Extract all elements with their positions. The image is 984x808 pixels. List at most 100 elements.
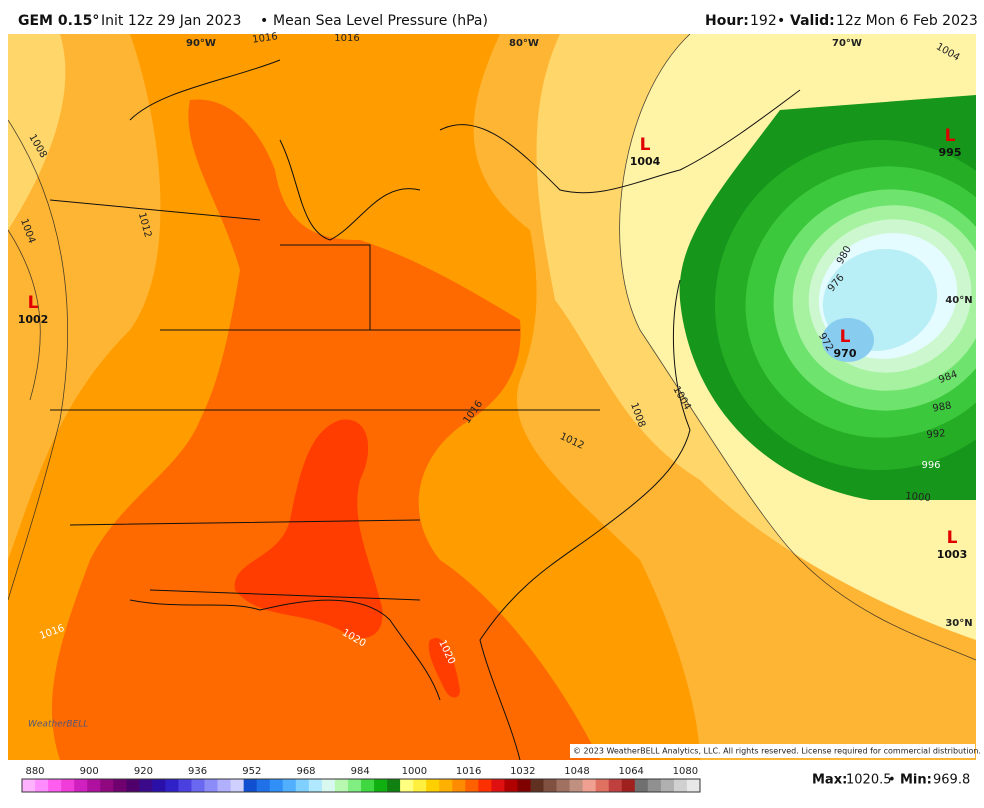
color-swatch bbox=[217, 779, 231, 792]
color-swatch bbox=[595, 779, 610, 792]
color-swatch bbox=[191, 779, 205, 792]
colorbar-label: 1000 bbox=[402, 766, 427, 777]
color-swatch bbox=[582, 779, 596, 792]
colorbar-label: 1016 bbox=[456, 766, 481, 777]
color-swatch bbox=[647, 779, 662, 792]
geo-labels: 90°W 80°W 70°W 40°N 30°N bbox=[186, 38, 973, 629]
colorbar-label: 984 bbox=[351, 766, 370, 777]
color-swatch bbox=[426, 779, 440, 792]
logo: WeatherBELL bbox=[28, 720, 88, 730]
color-swatch bbox=[204, 779, 218, 792]
color-swatch bbox=[517, 779, 531, 792]
color-swatch bbox=[621, 779, 636, 792]
valid: 12z Mon 6 Feb 2023 bbox=[836, 13, 978, 29]
max-label: Max: bbox=[812, 773, 847, 788]
color-swatch bbox=[243, 779, 257, 792]
color-swatch bbox=[387, 779, 401, 792]
colorbar-label: 1064 bbox=[618, 766, 643, 777]
color-swatch bbox=[465, 779, 479, 792]
low-symbol: L bbox=[945, 126, 956, 146]
colorbar-label: 920 bbox=[134, 766, 153, 777]
map bbox=[8, 34, 976, 760]
isobar-label: 988 bbox=[932, 400, 953, 414]
color-swatch bbox=[400, 779, 414, 792]
isobar-label: 1016 bbox=[252, 31, 279, 45]
geo-label: 40°N bbox=[945, 295, 972, 306]
sep: • bbox=[260, 13, 268, 29]
min-label: Min: bbox=[900, 773, 932, 788]
colorbar-label: 880 bbox=[25, 766, 44, 777]
header: GEM 0.15° Init 12z 29 Jan 2023 • Mean Se… bbox=[18, 13, 978, 29]
valid-label: Valid: bbox=[790, 13, 835, 29]
low-symbol: L bbox=[28, 293, 39, 313]
color-swatch bbox=[439, 779, 453, 792]
color-swatch bbox=[74, 779, 88, 792]
low-value: 970 bbox=[834, 347, 857, 360]
colorbar-label: 1048 bbox=[564, 766, 589, 777]
color-swatch bbox=[87, 779, 101, 792]
low-value: 1003 bbox=[937, 548, 968, 561]
color-swatch bbox=[61, 779, 75, 792]
color-swatch bbox=[165, 779, 179, 792]
color-swatch bbox=[256, 779, 271, 792]
color-swatch bbox=[660, 779, 675, 792]
footer: Max: 1020.5 • Min: 969.8 bbox=[812, 773, 970, 788]
sep: • bbox=[888, 773, 896, 788]
color-swatch bbox=[35, 779, 49, 792]
hour: 192 bbox=[750, 13, 777, 29]
colorbar: 880 900 920 936 952 968 984 1000 1016 1032 1048 106… bbox=[21, 766, 701, 793]
color-swatch bbox=[22, 779, 36, 792]
color-swatch bbox=[374, 779, 388, 792]
color-swatch bbox=[569, 779, 583, 792]
min: 969.8 bbox=[933, 773, 970, 788]
color-swatch bbox=[413, 779, 427, 792]
color-swatch bbox=[308, 779, 323, 792]
color-swatch bbox=[452, 779, 466, 792]
color-swatch bbox=[347, 779, 362, 792]
hour-label: Hour: bbox=[705, 13, 749, 29]
color-swatch bbox=[139, 779, 153, 792]
color-swatch bbox=[295, 779, 310, 792]
color-swatch bbox=[334, 779, 349, 792]
isobar-label: 992 bbox=[926, 428, 946, 441]
color-swatch bbox=[48, 779, 62, 792]
max: 1020.5 bbox=[846, 773, 892, 788]
geo-label: 80°W bbox=[509, 38, 539, 49]
geo-label: 90°W bbox=[186, 38, 216, 49]
color-swatch bbox=[491, 779, 505, 792]
color-swatch bbox=[543, 779, 557, 792]
color-swatch bbox=[100, 779, 114, 792]
colorbar-label: 1080 bbox=[673, 766, 698, 777]
color-swatch bbox=[152, 779, 166, 792]
color-swatch bbox=[361, 779, 375, 792]
color-swatch bbox=[230, 779, 244, 792]
color-swatch bbox=[673, 779, 688, 792]
copyright: © 2023 WeatherBELL Analytics, LLC. All r… bbox=[573, 747, 981, 756]
copyright-bg bbox=[570, 744, 975, 758]
isobar-label: 996 bbox=[921, 460, 940, 471]
field: Mean Sea Level Pressure (hPa) bbox=[273, 13, 488, 29]
color-swatch bbox=[634, 779, 649, 792]
low-symbol: L bbox=[640, 135, 651, 155]
color-swatch bbox=[556, 779, 570, 792]
color-swatch bbox=[282, 779, 297, 792]
color-swatch bbox=[608, 779, 623, 792]
color-swatch bbox=[686, 779, 701, 792]
low-value: 1004 bbox=[630, 155, 661, 168]
colorbar-label: 936 bbox=[188, 766, 207, 777]
geo-label: 30°N bbox=[945, 618, 972, 629]
colorbar-label: 900 bbox=[80, 766, 99, 777]
isobar-label: 1016 bbox=[334, 33, 359, 44]
color-swatch bbox=[504, 779, 518, 792]
colorbar-frame bbox=[21, 778, 701, 793]
color-swatch bbox=[269, 779, 284, 792]
color-swatch bbox=[178, 779, 192, 792]
geo-label: 70°W bbox=[832, 38, 862, 49]
color-swatch bbox=[321, 779, 336, 792]
color-swatch bbox=[478, 779, 492, 792]
sep: • bbox=[777, 13, 785, 29]
model: GEM 0.15° bbox=[18, 13, 99, 29]
low-value: 1002 bbox=[18, 313, 49, 326]
